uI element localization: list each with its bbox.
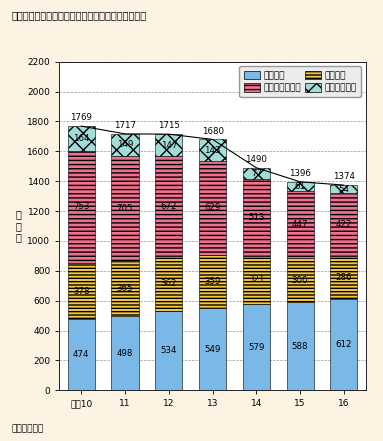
Text: 498: 498: [117, 348, 133, 358]
Bar: [330, 256, 357, 299]
Text: 1680: 1680: [201, 127, 224, 136]
Legend: 全連続式, 機械化バッチ式, 准連続式, 固定バッチ式: 全連続式, 機械化バッチ式, 准連続式, 固定バッチ式: [239, 66, 361, 97]
Bar: [199, 161, 226, 255]
Bar: [286, 258, 314, 303]
Bar: [111, 134, 139, 156]
Text: 図４－２－５　ごみ焼却施設の炉型別施設数の推移: 図４－２－５ ごみ焼却施設の炉型別施設数の推移: [11, 10, 147, 20]
Bar: [199, 139, 226, 161]
Text: 資料：環境省: 資料：環境省: [11, 424, 44, 433]
Text: 1715: 1715: [158, 121, 180, 131]
Text: 513: 513: [248, 213, 265, 222]
Text: 1769: 1769: [70, 113, 92, 122]
Y-axis label: 施
設
数: 施 設 数: [16, 209, 22, 243]
Bar: [155, 257, 182, 310]
Text: 362: 362: [160, 279, 177, 288]
Bar: [68, 150, 95, 263]
Bar: [286, 191, 314, 258]
Bar: [199, 255, 226, 308]
Text: 447: 447: [292, 220, 308, 229]
Text: 612: 612: [336, 340, 352, 349]
Text: 1374: 1374: [333, 172, 355, 181]
Text: 1396: 1396: [289, 169, 311, 178]
Bar: [286, 182, 314, 191]
Text: 705: 705: [117, 204, 133, 213]
Text: 147: 147: [160, 141, 177, 149]
Bar: [286, 303, 314, 390]
Bar: [111, 262, 139, 316]
Bar: [111, 156, 139, 262]
Text: 1717: 1717: [114, 121, 136, 130]
Text: 359: 359: [205, 277, 221, 286]
Text: 61: 61: [295, 182, 306, 191]
Text: 321: 321: [248, 275, 265, 284]
Bar: [330, 185, 357, 193]
Text: 579: 579: [248, 343, 265, 351]
Text: 378: 378: [73, 287, 90, 296]
Bar: [155, 156, 182, 257]
Bar: [330, 299, 357, 390]
Text: 300: 300: [292, 276, 308, 284]
Text: 1490: 1490: [246, 155, 267, 164]
Bar: [243, 256, 270, 304]
Bar: [68, 263, 95, 319]
Text: 422: 422: [336, 220, 352, 229]
Text: 143: 143: [204, 146, 221, 155]
Bar: [68, 126, 95, 150]
Bar: [155, 134, 182, 156]
Text: 54: 54: [338, 185, 349, 194]
Bar: [199, 308, 226, 390]
Text: 164: 164: [73, 134, 90, 143]
Text: 286: 286: [336, 273, 352, 282]
Bar: [111, 316, 139, 390]
Bar: [243, 179, 270, 256]
Bar: [155, 310, 182, 390]
Bar: [330, 193, 357, 256]
Bar: [243, 168, 270, 179]
Bar: [68, 319, 95, 390]
Bar: [243, 304, 270, 390]
Text: 672: 672: [160, 202, 177, 211]
Text: 549: 549: [205, 345, 221, 354]
Text: 149: 149: [117, 141, 133, 149]
Text: 474: 474: [73, 351, 90, 359]
Text: 629: 629: [205, 203, 221, 212]
Text: 588: 588: [292, 342, 308, 351]
Text: 77: 77: [251, 169, 262, 178]
Text: 753: 753: [73, 202, 90, 211]
Text: 534: 534: [160, 346, 177, 355]
Text: 365: 365: [117, 284, 133, 293]
